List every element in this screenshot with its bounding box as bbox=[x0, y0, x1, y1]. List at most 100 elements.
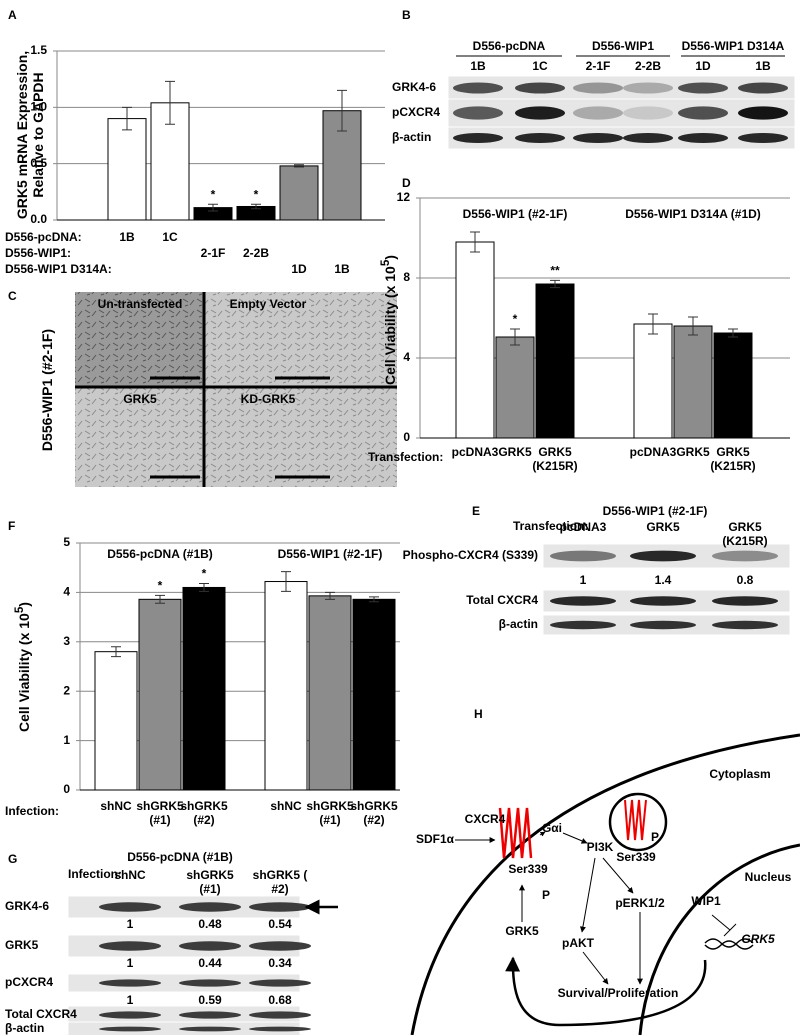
lane-label: pcDNA3 bbox=[559, 520, 607, 534]
blot-band bbox=[623, 82, 673, 94]
x-tick-label: 1C bbox=[162, 230, 178, 244]
panel-letter: G bbox=[8, 852, 17, 866]
blot-band bbox=[179, 902, 241, 912]
error-bar bbox=[208, 203, 218, 212]
bar bbox=[535, 283, 575, 439]
blot-band bbox=[179, 1026, 241, 1032]
x-tick-label: 2-2B bbox=[243, 246, 269, 260]
group-title: D556-WIP1 (#2-1F) bbox=[278, 547, 383, 561]
y-tick-label: 4 bbox=[63, 585, 70, 599]
lane-label: shGRK5 (#1) bbox=[186, 868, 234, 896]
panel-letter: C bbox=[8, 289, 17, 303]
blot-band bbox=[249, 979, 311, 987]
lane-label: shGRK5 ( #2) bbox=[252, 868, 308, 896]
blot-band bbox=[515, 106, 565, 120]
x-tick-label: shNC bbox=[100, 799, 132, 813]
blot-band bbox=[630, 620, 696, 630]
lane-label: GRK5 bbox=[646, 520, 680, 534]
x-tick-label: 2-1F bbox=[201, 246, 226, 260]
diagram-label: pAKT bbox=[562, 936, 595, 950]
blot-band bbox=[573, 106, 623, 120]
panel-letter: A bbox=[8, 8, 17, 22]
diagram-label: P bbox=[542, 888, 550, 902]
blot-band bbox=[453, 106, 503, 120]
blot-band bbox=[623, 133, 673, 143]
blot-band bbox=[630, 596, 696, 606]
blot-band bbox=[712, 620, 778, 630]
label-exponent: 5 bbox=[13, 606, 27, 614]
row-label: β-actin bbox=[392, 130, 431, 144]
error-bar bbox=[550, 279, 560, 289]
blot-band bbox=[573, 133, 623, 143]
quadrant-label: GRK5 bbox=[123, 392, 157, 406]
error-bar bbox=[470, 231, 480, 253]
x-tick-label: shNC bbox=[270, 799, 302, 813]
error-bar bbox=[111, 646, 121, 658]
y-tick-label: 5 bbox=[63, 535, 70, 549]
x-tick-label: GRK5 bbox=[676, 445, 710, 459]
blot-band bbox=[712, 550, 778, 562]
lane-label: shNC bbox=[114, 868, 146, 882]
y-tick-label: 3 bbox=[63, 634, 70, 648]
quadrant-label: Empty Vector bbox=[230, 297, 307, 311]
error-bar bbox=[728, 328, 738, 338]
quantification: 0.54 bbox=[268, 917, 292, 931]
blot-title: D556-WIP1 (#2-1F) bbox=[603, 504, 708, 518]
error-bar bbox=[294, 164, 304, 168]
scale-bars bbox=[150, 376, 330, 479]
error-bar bbox=[688, 316, 698, 336]
blot-band bbox=[678, 106, 728, 120]
lane-label: 1C bbox=[532, 59, 548, 73]
blot-band bbox=[249, 941, 311, 951]
diagram-label: Ser339 bbox=[616, 850, 656, 864]
row-label: pCXCR4 bbox=[392, 105, 440, 119]
x-tick-label: shGRK5 (#2) bbox=[350, 799, 398, 827]
lane-label: GRK5 (K215R) bbox=[722, 520, 768, 548]
lane-label: 1D bbox=[695, 59, 711, 73]
row-label: GRK4-6 bbox=[5, 899, 49, 913]
blot-band bbox=[453, 133, 503, 143]
group-header: D556-pcDNA bbox=[473, 39, 546, 53]
significance: * bbox=[202, 567, 207, 581]
error-bar bbox=[122, 106, 132, 131]
blot-band bbox=[249, 1011, 311, 1019]
error-bar bbox=[337, 89, 347, 132]
diagram-label: Cytoplasm bbox=[709, 767, 770, 781]
group-label: D556-WIP1: bbox=[5, 246, 71, 260]
diagram-shapes bbox=[410, 733, 800, 1035]
group-title: D556-WIP1 (#2-1F) bbox=[463, 207, 568, 221]
blot-band bbox=[712, 596, 778, 606]
blot-band bbox=[99, 979, 161, 987]
error-bar bbox=[325, 591, 335, 600]
significance: * bbox=[513, 312, 518, 326]
lane-label: 1B bbox=[470, 59, 486, 73]
quantification: 0.34 bbox=[268, 956, 292, 970]
bar bbox=[264, 581, 308, 791]
x-tick-label: pcDNA3 bbox=[629, 445, 677, 459]
blot-band bbox=[249, 902, 311, 912]
y-tick-label: 0.0 bbox=[30, 212, 47, 226]
panel-letter: H bbox=[474, 707, 483, 721]
diagram-label: P bbox=[651, 830, 659, 844]
panel-letter: F bbox=[8, 519, 15, 533]
y-tick-label: 1.0 bbox=[30, 100, 47, 114]
label-exponent: 5 bbox=[379, 259, 393, 267]
group-header: D556-WIP1 bbox=[592, 39, 654, 53]
label-close: ) bbox=[15, 602, 32, 607]
row-label: Total CXCR4 bbox=[5, 1007, 77, 1021]
blot-band bbox=[453, 82, 503, 94]
y-tick-label: 1.5 bbox=[30, 43, 47, 57]
significance: * bbox=[211, 187, 216, 201]
significance: * bbox=[254, 187, 259, 201]
y-tick-label: 4 bbox=[403, 350, 410, 364]
quantification: 1 bbox=[580, 573, 587, 587]
error-bar bbox=[155, 594, 165, 604]
bar bbox=[455, 241, 495, 439]
diagram-label: Survival/Proliferation bbox=[558, 986, 679, 1000]
label-close: ) bbox=[381, 255, 398, 260]
x-tick-label: GRK5 bbox=[498, 445, 532, 459]
x-tick-label: 1B bbox=[334, 262, 350, 276]
blot-band bbox=[678, 82, 728, 94]
quadrant-label: KD-GRK5 bbox=[241, 392, 296, 406]
